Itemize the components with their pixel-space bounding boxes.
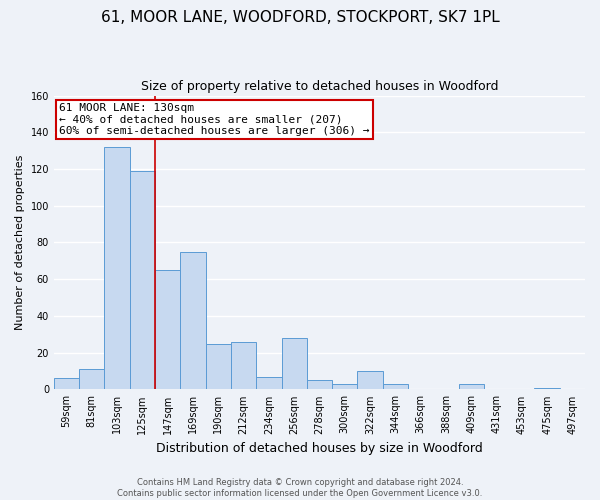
Bar — [181, 252, 206, 390]
Bar — [383, 384, 408, 390]
Bar — [104, 147, 130, 390]
Bar — [206, 344, 231, 390]
Bar — [54, 378, 79, 390]
Bar — [256, 376, 281, 390]
Bar — [458, 384, 484, 390]
Bar — [307, 380, 332, 390]
Text: Contains HM Land Registry data © Crown copyright and database right 2024.
Contai: Contains HM Land Registry data © Crown c… — [118, 478, 482, 498]
Bar — [535, 388, 560, 390]
Bar — [332, 384, 358, 390]
Text: 61 MOOR LANE: 130sqm
← 40% of detached houses are smaller (207)
60% of semi-deta: 61 MOOR LANE: 130sqm ← 40% of detached h… — [59, 103, 370, 136]
Y-axis label: Number of detached properties: Number of detached properties — [15, 155, 25, 330]
Bar — [155, 270, 181, 390]
Bar — [79, 369, 104, 390]
Text: 61, MOOR LANE, WOODFORD, STOCKPORT, SK7 1PL: 61, MOOR LANE, WOODFORD, STOCKPORT, SK7 … — [101, 10, 499, 25]
Bar — [358, 371, 383, 390]
X-axis label: Distribution of detached houses by size in Woodford: Distribution of detached houses by size … — [156, 442, 483, 455]
Title: Size of property relative to detached houses in Woodford: Size of property relative to detached ho… — [141, 80, 498, 93]
Bar — [130, 171, 155, 390]
Bar — [231, 342, 256, 390]
Bar — [281, 338, 307, 390]
